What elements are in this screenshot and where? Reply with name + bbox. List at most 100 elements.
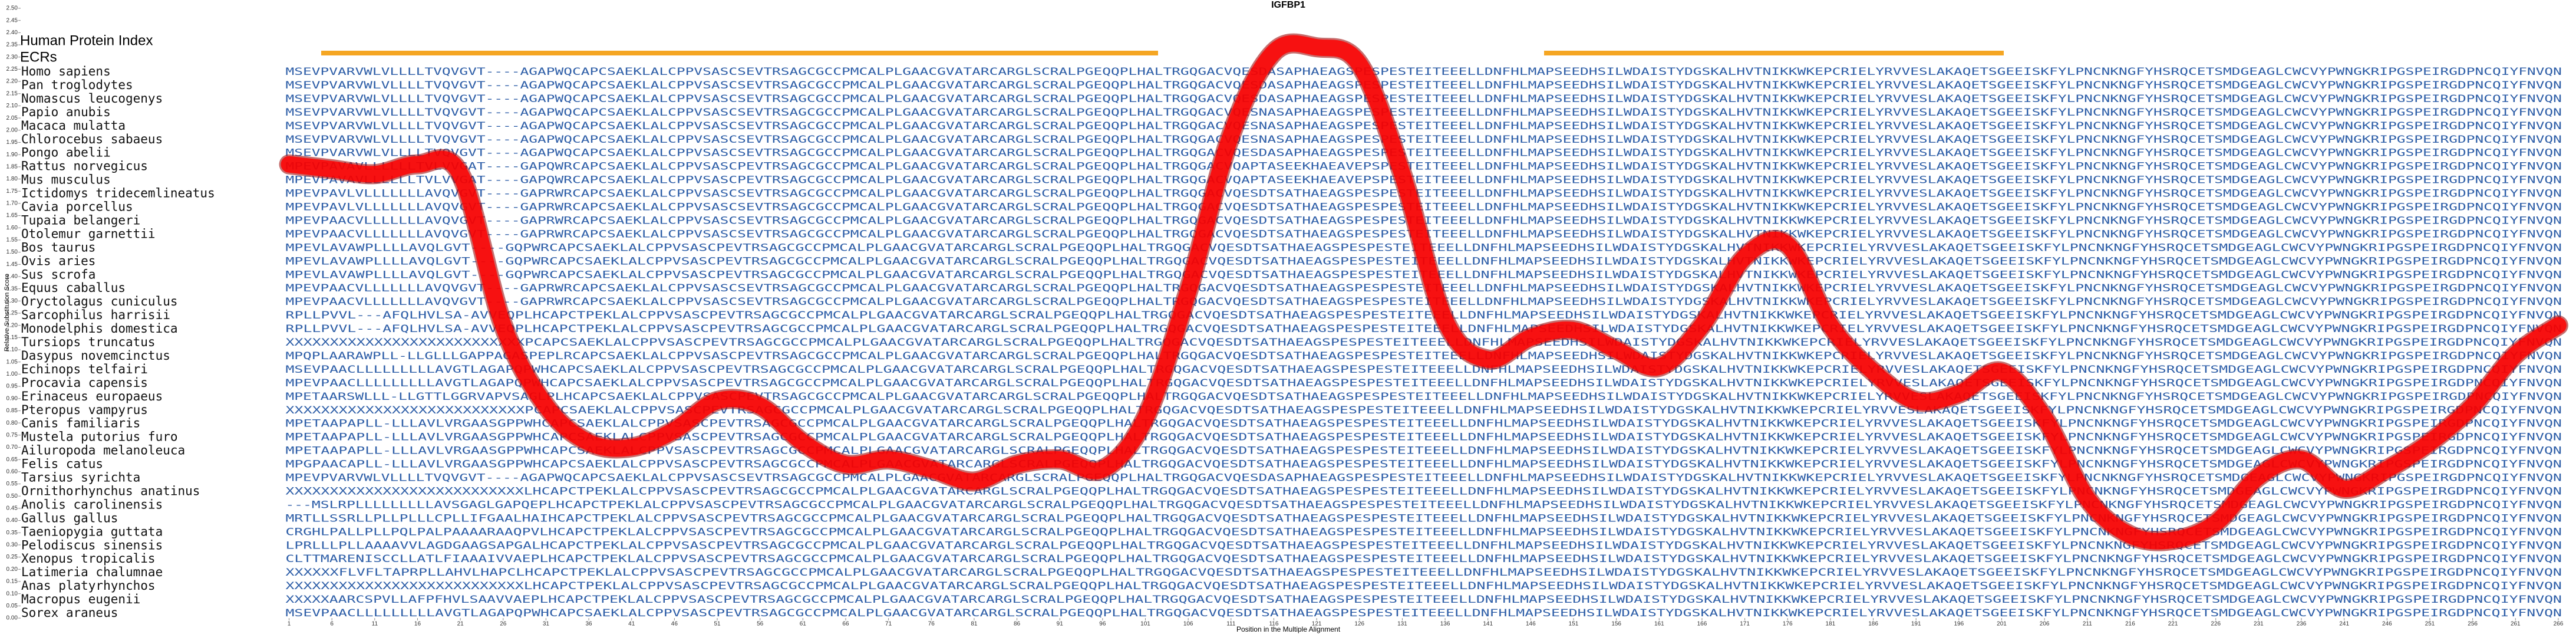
x-tick-label: 91 (1057, 621, 1064, 628)
y-tick-label: 1.35 (6, 285, 18, 292)
sequence: MRTLLSSRLLPLLPLLLCPLLIFGAALHAIHCAPCTPEKL… (286, 513, 2562, 524)
y-tick-label: 0.70 (6, 444, 18, 451)
y-tick-label: 0.30 (6, 542, 18, 548)
species-name: Ailuropoda melanoleuca (21, 444, 185, 458)
x-tick-label: 181 (1826, 621, 1836, 628)
y-tick-label: 2.30 (6, 54, 18, 60)
sequence: XXXXXXXXXXXXXXXXXXXXXXXXXXXLHCAPCTPEKLAL… (286, 580, 2562, 592)
x-tick-label: 151 (1569, 621, 1579, 628)
x-tick-label: 131 (1397, 621, 1407, 628)
x-tick-label: 56 (757, 621, 764, 628)
y-tick-label: 1.00 (6, 371, 18, 377)
species-name: Pelodiscus sinensis (21, 538, 163, 552)
y-tick-label: 0.10 (6, 590, 18, 597)
x-tick-label: 11 (372, 621, 378, 628)
y-tick-label: 1.10 (6, 347, 18, 353)
species-name: Ornithorhynchus anatinus (21, 484, 200, 498)
x-tick-label: 161 (1654, 621, 1664, 628)
sequence: MSEVPVARVWLVLLLLTVQVGVT----AGAPWQCAPCSAE… (286, 107, 2562, 119)
x-tick-label: 81 (971, 621, 978, 628)
y-tick-label: 1.60 (6, 225, 18, 231)
y-tick-label: 0.55 (6, 481, 18, 487)
y-tick-label: 0.60 (6, 468, 18, 475)
sequence: MPETAAPAPLL-LLLAVLVRGAASGPPWHCAPCSAEKLAL… (286, 445, 2562, 457)
x-tick-label: 231 (2254, 621, 2264, 628)
sequence: MPEVPAVLVLLLLLLLAVQVGVT----GAPRWRCAPCSAE… (286, 202, 2562, 213)
y-tick-label: 0.40 (6, 517, 18, 524)
species-name: Oryctolagus cuniculus (21, 294, 178, 308)
y-tick-label: 0.90 (6, 395, 18, 402)
y-tick-label: 2.50 (6, 5, 18, 12)
sequence: MPEVPAACVLLLLLLLAVQVGVT----GAPRWRCAPCSAE… (286, 296, 2562, 308)
sequence: XXXXXXXXXXXXXXXXXXXXXXXXXXXPCAPCSAEKLALC… (286, 337, 2562, 349)
y-tick-label: 0.45 (6, 505, 18, 512)
species-name: Anas platyrhynchos (21, 579, 156, 593)
ecr-bar (1544, 51, 2004, 55)
x-tick-label: 96 (1099, 621, 1106, 628)
sequence: MPETAARSWLLL-LLGTTLGGRVAPVSAGLPLHCAPCSAE… (286, 391, 2562, 403)
sequence: MSEVPVARVWLVLLLLTVQVGVT----AGAPWQCAPCSAE… (286, 134, 2562, 146)
species-name: Ovis aries (21, 254, 95, 268)
species-name: Gallus gallus (21, 511, 118, 525)
y-tick-label: 2.25 (6, 66, 18, 73)
x-tick-label: 166 (1697, 621, 1707, 628)
x-tick-label: 126 (1354, 621, 1364, 628)
x-tick-label: 191 (1911, 621, 1921, 628)
species-name: Sus scrofa (21, 267, 95, 281)
sequence: MSEVPVARVWLVLLLLTVQVGVT----AGAPWQCAPCSAE… (286, 93, 2562, 105)
y-tick-label: 2.20 (6, 78, 18, 85)
y-tick-label: 1.20 (6, 322, 18, 329)
x-tick-label: 136 (1440, 621, 1450, 628)
sequence: XXXXXXFLVFLTAPRPLLAHVLHAPCLHCAPCTPEKLALC… (286, 567, 2562, 579)
x-tick-label: 256 (2468, 621, 2478, 628)
sequence: MSEVPVARVWLVLLLLTVQVGVT----AGAPWQCAPCSAE… (286, 80, 2562, 91)
sequence: MSEVPAACLLLLLLLLLAVGTLAGAPQPWHCAPCSAEKLA… (286, 364, 2562, 376)
y-tick-label: 0.25 (6, 554, 18, 560)
sequence: MPEVPAVLVLLLLLLLAVQVGVT----GAPRWRCAPCSAE… (286, 188, 2562, 200)
x-tick-label: 31 (543, 621, 550, 628)
y-tick-label: 1.55 (6, 237, 18, 244)
score-line (281, 35, 2567, 550)
x-tick-label: 86 (1014, 621, 1021, 628)
y-tick-label: 1.45 (6, 261, 18, 268)
y-tick-label: 0.00 (6, 615, 18, 622)
species-name: Pan troglodytes (21, 78, 133, 92)
species-name: Procavia capensis (21, 376, 148, 390)
x-tick-label: 246 (2382, 621, 2392, 628)
species-name: Tursiops truncatus (21, 335, 156, 349)
species-name: Rattus norvegicus (21, 159, 148, 173)
species-name: Chlorocebus sabaeus (21, 132, 163, 146)
species-name: Tarsius syrichta (21, 471, 140, 485)
species-name: Erinaceus europaeus (21, 389, 163, 403)
y-tick-label: 1.70 (6, 201, 18, 207)
species-name: Echinops telfairi (21, 362, 148, 376)
sequence: XXXXXXXXXXXXXXXXXXXXXXXXXXXLHCAPCTPEKLAL… (286, 485, 2562, 497)
x-tick-label: 46 (671, 621, 678, 628)
x-tick-label: 266 (2554, 621, 2564, 628)
y-tick-label: 1.50 (6, 249, 18, 255)
sequence: MPGPAACAPLL-LLLAVLVRGAASGPPWHCAPCSAEKLAL… (286, 459, 2562, 471)
sequence: MSEVPVARVWLVLLLLTVQVGVT----AGAPWQCAPCSAE… (286, 120, 2562, 132)
species-name: Dasypus novemcinctus (21, 349, 170, 363)
sequence: LPRLLLPLLAAAAVVLAGDGAAGSAPGALHCAPCTPEKLA… (286, 540, 2562, 551)
species-name: Cavia porcellus (21, 200, 133, 214)
species-name: Anolis carolinensis (21, 497, 163, 511)
species-name: Equus caballus (21, 281, 126, 295)
y-tick-label: 1.65 (6, 212, 18, 219)
species-name: Mus musculus (21, 173, 111, 187)
y-tick-label: 1.25 (6, 310, 18, 317)
ecr-bar (321, 51, 1158, 55)
sequence: MSEVPVARVWLVLLLLTVQVGVT----AGAPWQCAPCSAE… (286, 66, 2562, 78)
species-name: Otolemur garnettii (21, 226, 156, 241)
x-tick-label: 146 (1526, 621, 1536, 628)
x-tick-label: 261 (2511, 621, 2521, 628)
sequence: CLTTMARENISCCLLATLFIAAAIVVAEPLHCAPCTPEKL… (286, 553, 2562, 565)
x-tick-label: 111 (1226, 621, 1236, 628)
species-name: Latimeria chalumnae (21, 565, 163, 579)
sequence: MPEVPAACLLLLLLLLLAVGTLAGAPQPWHCAPCSAEKLA… (286, 377, 2562, 389)
sequence: ---MSLRPLLLLLLLLLAVSGAGLGAPQEPLHCAPCTPEK… (286, 499, 2562, 511)
species-name: Pteropus vampyrus (21, 403, 148, 417)
y-tick-label: 0.15 (6, 579, 18, 585)
sequence: MPETAAPAPLL-LLLAVLVRGAASGPPWHCAPCSAEKLAL… (286, 432, 2562, 444)
